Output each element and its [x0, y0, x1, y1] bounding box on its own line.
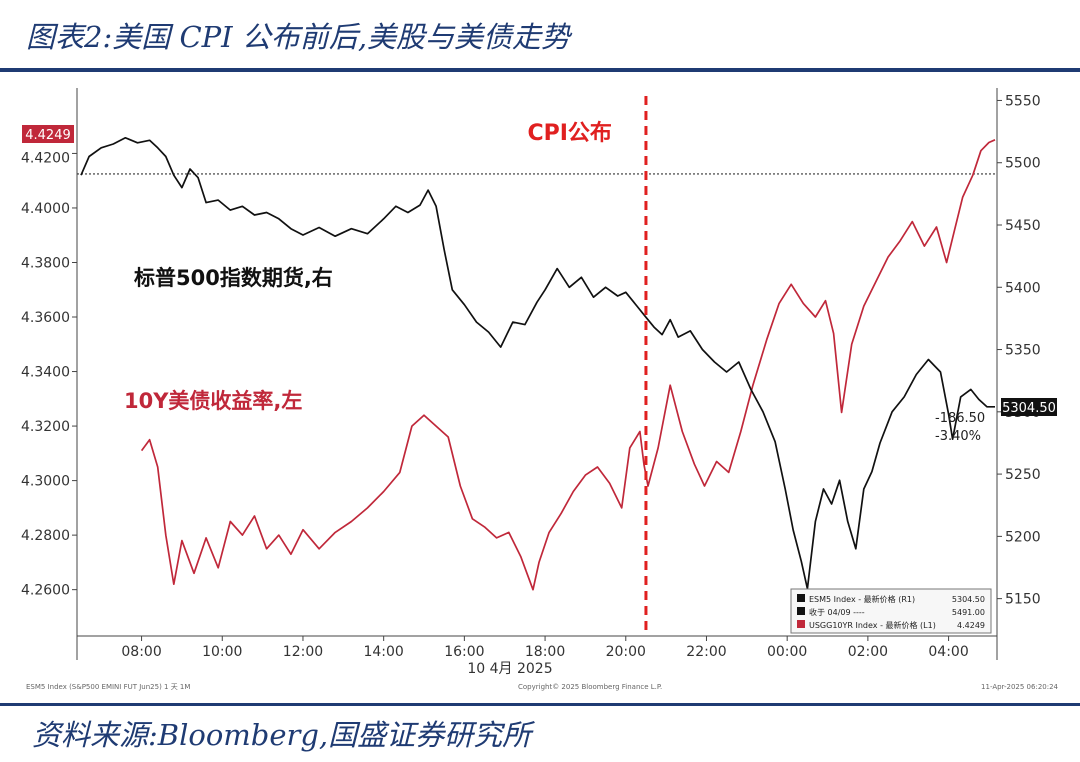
- x-tick-label: 10:00: [202, 644, 242, 660]
- y-right-tick-label: 5550: [1005, 93, 1041, 109]
- legend-label-es: ESM5 Index - 最新价格 (R1): [809, 594, 915, 604]
- x-tick-label: 08:00: [121, 644, 161, 660]
- y-right-tick-label: 5450: [1005, 218, 1041, 234]
- chart: 4.2600 4.2800 4.3000 4.3200 4.3400 4.3600 4.38…: [21, 88, 1059, 691]
- y-right-tick-label: 5200: [1005, 529, 1041, 545]
- x-tick-label: 02:00: [848, 644, 888, 660]
- x-tick-label: 16:00: [444, 644, 484, 660]
- x-tick-label: 00:00: [767, 644, 807, 660]
- y-left-tick-label: 4.3200: [21, 419, 70, 435]
- left-last-value-text: 4.4249: [25, 128, 71, 143]
- x-tick-label: 12:00: [283, 644, 323, 660]
- change-pct-label: -3.40%: [935, 429, 981, 444]
- x-tick-label: 14:00: [363, 644, 403, 660]
- red-series-annotation: 10Y美债收益率,左: [124, 389, 302, 413]
- y-right-tick-label: 5500: [1005, 156, 1041, 172]
- y-left-tick-label: 4.4000: [21, 201, 70, 217]
- y-left-tick-label: 4.3600: [21, 310, 70, 326]
- black-series-annotation: 标普500指数期货,右: [134, 266, 333, 290]
- y-left-tick-label: 4.2800: [21, 528, 70, 544]
- x-tick-label: 22:00: [686, 644, 726, 660]
- series-line-es-futures: [80, 136, 995, 590]
- y-left-tick-label: 4.4200: [21, 150, 70, 166]
- x-tick-label: 18:00: [525, 644, 565, 660]
- x-axis-date-label: 10 4月 2025: [467, 661, 552, 677]
- y-right-tick-label: 5150: [1005, 592, 1041, 608]
- x-tick-label: 20:00: [606, 644, 646, 660]
- y-left-tick-label: 4.3000: [21, 474, 70, 490]
- y-left-tick-label: 4.3800: [21, 255, 70, 271]
- legend: ESM5 Index - 最新价格 (R1) 5304.50 收于 04/09 …: [790, 588, 992, 634]
- credit-copyright: Copyright© 2025 Bloomberg Finance L.P.: [518, 683, 662, 691]
- source-note: 资料来源:Bloomberg,国盛证券研究所: [32, 718, 532, 752]
- y-right-tick-label: 5350: [1005, 343, 1041, 359]
- y-right-tick-label: 5400: [1005, 280, 1041, 296]
- change-abs-label: -186.50: [935, 411, 985, 426]
- legend-value-close: 5491.00: [952, 608, 985, 617]
- source-rule: [0, 703, 1080, 706]
- credit-right: 11-Apr-2025 06:20:24: [981, 683, 1058, 691]
- x-tick-label: 04:00: [928, 644, 968, 660]
- right-last-value-text: 5304.50: [1002, 401, 1056, 416]
- left-last-value-tag: [22, 125, 74, 143]
- credit-left: ESM5 Index (S&P500 EMINI FUT Jun25) 1 天 …: [26, 683, 190, 691]
- right-last-value-tag: [1001, 398, 1057, 416]
- y-left-tick-label: 4.2600: [21, 583, 70, 599]
- title-rule: [0, 68, 1080, 72]
- cpi-event-label: CPI公布: [527, 120, 611, 146]
- legend-value-es: 5304.50: [952, 595, 985, 604]
- y-right-tick-label: 5250: [1005, 467, 1041, 483]
- legend-label-us10y: USGG10YR Index - 最新价格 (L1): [809, 620, 936, 630]
- legend-label-close: 收于 04/09 ----: [809, 607, 865, 617]
- y-left-tick-label: 4.3400: [21, 365, 70, 381]
- legend-value-us10y: 4.4249: [957, 621, 985, 630]
- series-line-us10y: [140, 139, 996, 591]
- figure-title: 图表2:美国 CPI 公布前后,美股与美债走势: [26, 20, 571, 54]
